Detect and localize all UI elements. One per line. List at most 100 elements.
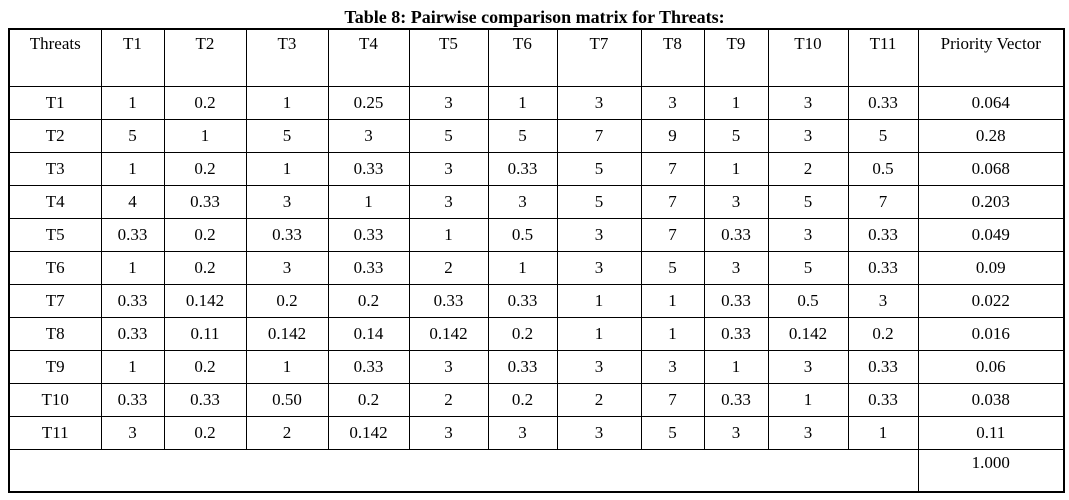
- column-header: T11: [847, 28, 919, 87]
- matrix-cell: 5: [487, 119, 558, 153]
- matrix-cell: 1: [847, 416, 919, 450]
- matrix-cell: 0.33: [327, 152, 410, 186]
- matrix-cell: 0.142: [245, 317, 329, 351]
- matrix-cell: 3: [767, 119, 849, 153]
- matrix-cell: 2: [556, 383, 642, 417]
- table-row: T1 1 0.2 1 0.25 3 1 3 3 1 3 0.33 0.064: [8, 86, 1065, 120]
- priority-vector-cell: 0.28: [917, 119, 1065, 153]
- column-header: T1: [100, 28, 165, 87]
- matrix-cell: 1: [163, 119, 247, 153]
- priority-vector-cell: 0.022: [917, 284, 1065, 318]
- matrix-cell: 3: [767, 350, 849, 384]
- table-header: Threats T1 T2 T3 T4 T5 T6 T7 T8 T9 T10 T11 Priority …: [8, 28, 1065, 87]
- matrix-cell: 3: [408, 350, 489, 384]
- matrix-cell: 9: [640, 119, 705, 153]
- matrix-cell: 5: [245, 119, 329, 153]
- matrix-cell: 3: [408, 185, 489, 219]
- matrix-cell: 3: [487, 416, 558, 450]
- matrix-cell: 7: [640, 383, 705, 417]
- column-header: T4: [327, 28, 410, 87]
- matrix-cell: 0.33: [327, 350, 410, 384]
- matrix-cell: 0.33: [703, 284, 769, 318]
- matrix-cell: 7: [556, 119, 642, 153]
- matrix-cell: 3: [767, 86, 849, 120]
- row-label: T3: [8, 152, 102, 186]
- column-header: Priority Vector: [917, 28, 1065, 87]
- matrix-cell: 3: [703, 416, 769, 450]
- column-header: T3: [245, 28, 329, 87]
- matrix-cell: 3: [556, 251, 642, 285]
- matrix-cell: 3: [408, 416, 489, 450]
- matrix-cell: 0.33: [847, 350, 919, 384]
- priority-vector-cell: 0.016: [917, 317, 1065, 351]
- matrix-cell: 3: [327, 119, 410, 153]
- column-header: T7: [556, 28, 642, 87]
- matrix-cell: 0.2: [487, 383, 558, 417]
- matrix-cell: 0.2: [327, 284, 410, 318]
- matrix-cell: 1: [556, 317, 642, 351]
- priority-vector-cell: 0.068: [917, 152, 1065, 186]
- matrix-cell: 0.33: [703, 218, 769, 252]
- table-caption: Table 8: Pairwise comparison matrix for …: [344, 7, 725, 27]
- matrix-cell: 3: [408, 86, 489, 120]
- matrix-cell: 0.25: [327, 86, 410, 120]
- matrix-cell: 0.142: [163, 284, 247, 318]
- matrix-cell: 1: [100, 152, 165, 186]
- matrix-cell: 2: [408, 251, 489, 285]
- matrix-cell: 3: [245, 185, 329, 219]
- table-body: T1 1 0.2 1 0.25 3 1 3 3 1 3 0.33 0.064 T2 5 1 5 3 5 5 7 9 5 3 5 0…: [8, 86, 1065, 493]
- matrix-cell: 0.2: [847, 317, 919, 351]
- row-label: T8: [8, 317, 102, 351]
- row-label: T2: [8, 119, 102, 153]
- matrix-cell: 0.33: [100, 218, 165, 252]
- matrix-cell: 5: [556, 152, 642, 186]
- matrix-cell: 3: [556, 416, 642, 450]
- priority-vector-cell: 0.09: [917, 251, 1065, 285]
- table-row: T9 1 0.2 1 0.33 3 0.33 3 3 1 3 0.33 0.06: [8, 350, 1065, 384]
- matrix-cell: 1: [556, 284, 642, 318]
- matrix-cell: 1: [640, 317, 705, 351]
- matrix-cell: 1: [703, 152, 769, 186]
- matrix-cell: 0.33: [100, 317, 165, 351]
- priority-vector-cell: 0.203: [917, 185, 1065, 219]
- table-row: T4 4 0.33 3 1 3 3 5 7 3 5 7 0.203: [8, 185, 1065, 219]
- row-label: T9: [8, 350, 102, 384]
- threats-column-header: Threats: [8, 28, 102, 87]
- matrix-cell: 2: [245, 416, 329, 450]
- matrix-cell: 1: [487, 251, 558, 285]
- matrix-cell: 3: [703, 251, 769, 285]
- matrix-cell: 1: [245, 86, 329, 120]
- priority-vector-cell: 0.049: [917, 218, 1065, 252]
- matrix-cell: 0.33: [245, 218, 329, 252]
- matrix-cell: 5: [703, 119, 769, 153]
- matrix-cell: 0.14: [327, 317, 410, 351]
- priority-vector-total: 1.000: [917, 449, 1065, 493]
- pairwise-comparison-table: Threats T1 T2 T3 T4 T5 T6 T7 T8 T9 T10 T11 Priority …: [8, 28, 1065, 493]
- table-row: T11 3 0.2 2 0.142 3 3 3 5 3 3 1 0.11: [8, 416, 1065, 450]
- matrix-cell: 0.33: [163, 383, 247, 417]
- matrix-cell: 3: [703, 185, 769, 219]
- row-label: T11: [8, 416, 102, 450]
- matrix-cell: 5: [640, 251, 705, 285]
- matrix-cell: 2: [408, 383, 489, 417]
- matrix-cell: 3: [640, 86, 705, 120]
- matrix-cell: 0.2: [327, 383, 410, 417]
- matrix-cell: 1: [245, 152, 329, 186]
- matrix-cell: 0.11: [163, 317, 247, 351]
- matrix-cell: 0.142: [327, 416, 410, 450]
- matrix-cell: 0.5: [847, 152, 919, 186]
- matrix-cell: 5: [556, 185, 642, 219]
- row-label: T4: [8, 185, 102, 219]
- matrix-cell: 0.33: [847, 383, 919, 417]
- table-row: T8 0.33 0.11 0.142 0.14 0.142 0.2 1 1 0.33 0.142 0.…: [8, 317, 1065, 351]
- matrix-cell: 0.33: [163, 185, 247, 219]
- matrix-cell: 0.33: [327, 218, 410, 252]
- matrix-cell: 0.142: [767, 317, 849, 351]
- matrix-cell: 0.2: [163, 218, 247, 252]
- matrix-cell: 0.33: [847, 218, 919, 252]
- matrix-cell: 7: [640, 152, 705, 186]
- matrix-cell: 5: [408, 119, 489, 153]
- row-label: T10: [8, 383, 102, 417]
- matrix-cell: 3: [245, 251, 329, 285]
- matrix-cell: 3: [767, 416, 849, 450]
